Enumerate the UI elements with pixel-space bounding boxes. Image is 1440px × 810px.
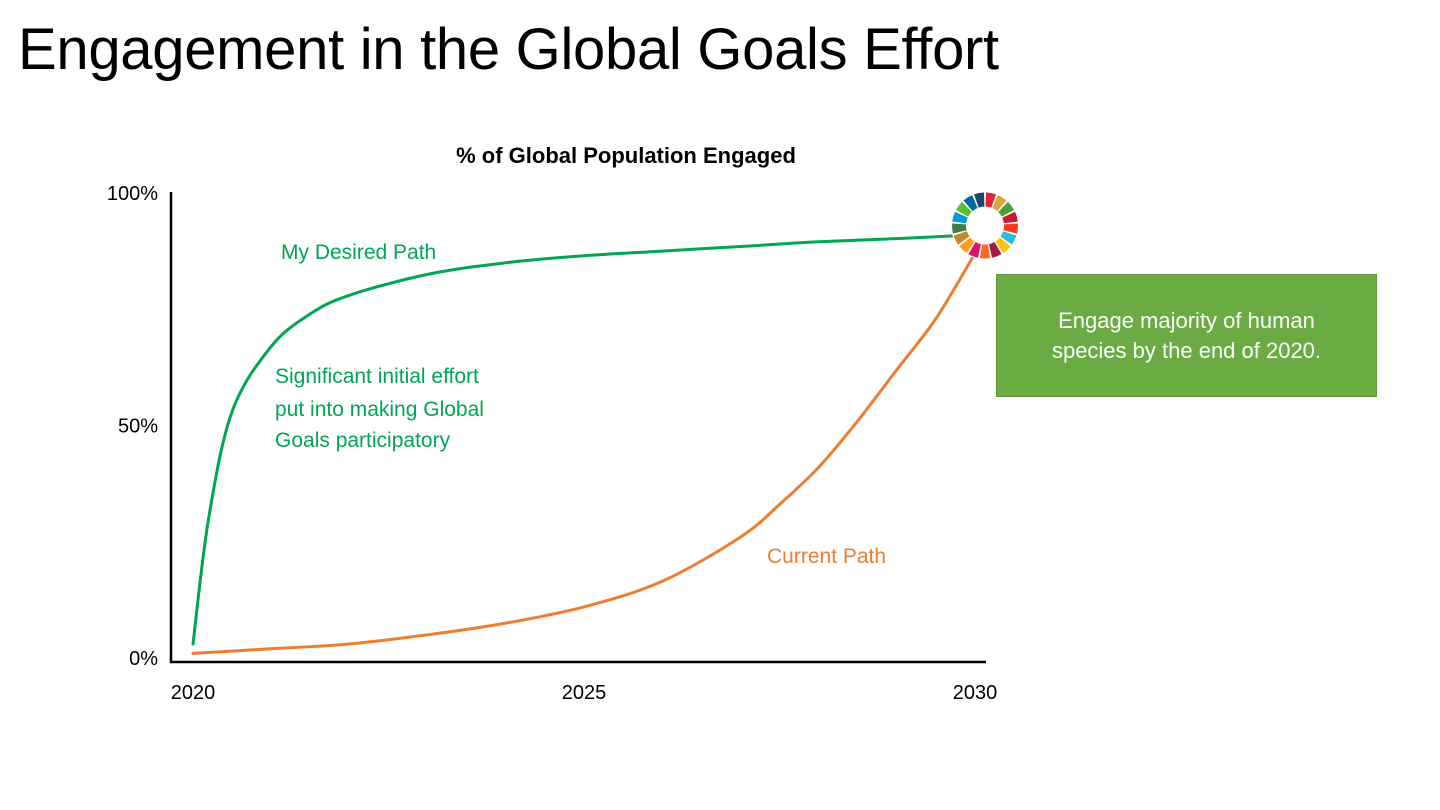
sdg-wheel-segment [963, 195, 978, 212]
chart-title: % of Global Population Engaged [456, 143, 796, 168]
series-layer [191, 233, 977, 655]
sdg-wheel-segment [989, 242, 1002, 258]
series-line-current-path [191, 251, 977, 655]
sdg-wheel-segment [1002, 211, 1018, 224]
sdg-wheel-segment [985, 192, 996, 208]
y-tick-label-0: 0% [129, 648, 158, 670]
sdg-wheel-segment [955, 201, 972, 217]
x-tick-label-2025: 2025 [562, 682, 607, 704]
sdg-wheel-segment [951, 223, 967, 234]
goal-callout-text: Engage majority of human species by the … [1051, 307, 1322, 363]
annotation-current-path: Current Path [767, 545, 886, 568]
sdg-wheel-segment [968, 242, 981, 258]
x-tick-label-2020: 2020 [171, 682, 216, 704]
sdg-wheel-segment [979, 244, 991, 259]
sdg-wheel-segment [959, 237, 975, 254]
sdg-wheel-segment [953, 231, 970, 245]
y-tick-label-50: 50% [118, 416, 158, 438]
y-tick-label-100: 100% [107, 183, 158, 205]
sdg-wheel-segment [992, 195, 1007, 212]
series-line-my-desired-path [191, 233, 977, 646]
sdg-wheel-segment [998, 201, 1015, 217]
tick-layer: 0% 50% 100% 2020 2025 2030 [107, 183, 997, 704]
annotation-desired-path: My Desired Path [281, 241, 436, 264]
annotation-effort-line-2: put into making Global [275, 398, 484, 421]
slide-title: Engagement in the Global Goals Effort [18, 17, 999, 82]
x-tick-label-2030: 2030 [953, 682, 998, 704]
annotation-effort-line-3: Goals participatory [275, 429, 451, 452]
sdg-wheel-icon [951, 191, 1019, 260]
sdg-wheel-segment [1003, 223, 1019, 234]
goal-callout-box: Engage majority of human species by the … [996, 274, 1377, 397]
annotation-effort-line-1: Significant initial effort [275, 365, 479, 388]
sdg-wheel-segment [952, 211, 968, 224]
sdg-wheel-segment [974, 192, 985, 208]
sdg-wheel-segment [995, 237, 1011, 254]
sdg-wheel-segment [1000, 231, 1017, 245]
